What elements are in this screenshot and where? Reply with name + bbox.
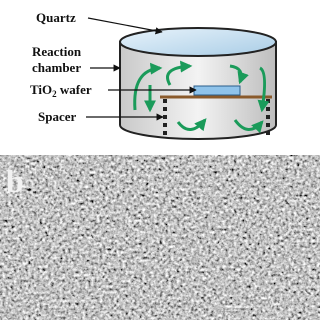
wafer-base: TiO xyxy=(30,82,52,97)
wafer-rest: wafer xyxy=(57,82,92,97)
reaction-chamber-drawing xyxy=(119,27,277,140)
wafer-label: TiO2 wafer xyxy=(30,82,92,99)
arrow xyxy=(87,17,163,35)
panel-label: b xyxy=(6,163,24,199)
sem-image xyxy=(0,155,320,320)
wafer-subscript: 2 xyxy=(52,89,57,99)
spacer-label: Spacer xyxy=(38,109,77,124)
reaction-label: Reaction xyxy=(32,44,82,59)
quartz-label: Quartz xyxy=(36,10,76,25)
chamber-label: chamber xyxy=(32,60,81,75)
